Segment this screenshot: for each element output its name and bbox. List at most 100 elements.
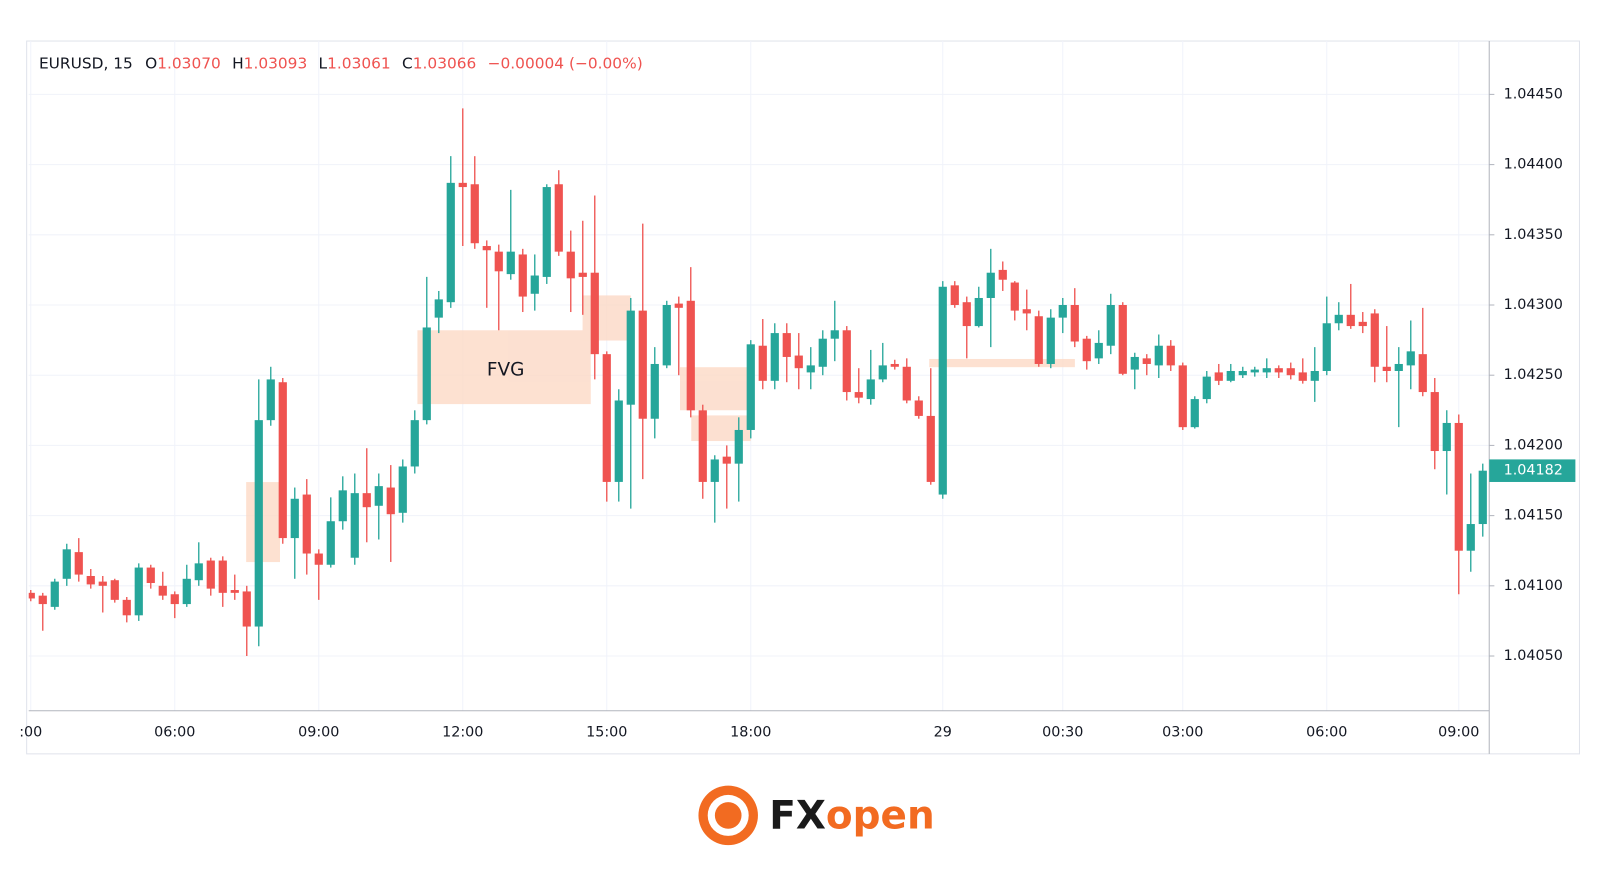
candle-body: [686, 300, 695, 411]
candle-body: [350, 493, 359, 558]
candle-body: [1310, 370, 1319, 381]
candle-body: [1370, 313, 1379, 367]
candle-body: [782, 333, 791, 357]
candle-body: [890, 363, 899, 367]
header-value: 1.03093: [244, 54, 308, 72]
candle-body: [1406, 351, 1415, 366]
candle-body: [410, 420, 419, 467]
candle-body: [1466, 524, 1475, 551]
candle-body: [758, 345, 767, 381]
x-tick-label: 09:00: [298, 724, 339, 740]
candle-body: [1046, 317, 1055, 364]
x-tick-label: 03:00: [1162, 724, 1203, 740]
candle-body: [1322, 323, 1331, 371]
candle-body: [722, 456, 731, 464]
header-key: H: [232, 54, 244, 72]
candle-body: [698, 410, 707, 482]
candle-body: [1106, 305, 1115, 346]
candle-body: [926, 415, 935, 482]
candle-body: [674, 303, 683, 308]
candle-body: [1010, 282, 1019, 311]
candle-body: [1430, 392, 1439, 452]
x-tick-label: 06:00: [154, 724, 195, 740]
candle-body: [38, 595, 47, 605]
candle-body: [914, 400, 923, 416]
candle-body: [158, 585, 167, 596]
header-text: EURUSD, 15: [39, 54, 133, 72]
candle-body: [362, 493, 371, 508]
candle-body: [1070, 305, 1079, 342]
candle-body: [1334, 314, 1343, 324]
candle-body: [1478, 470, 1487, 525]
candle-body: [1226, 370, 1235, 381]
candle-body: [938, 286, 947, 495]
candle-body: [1274, 368, 1283, 373]
candle-body: [566, 251, 575, 279]
logo-icon: [714, 802, 742, 829]
x-tick-label: 09:00: [1438, 724, 1479, 740]
candle-body: [1214, 372, 1223, 381]
zone: [417, 330, 591, 405]
candle-body: [1178, 365, 1187, 428]
candle-body: [98, 581, 107, 586]
candle-body: [974, 297, 983, 327]
candle-body: [986, 272, 995, 298]
candle-body: [530, 275, 539, 294]
candle-body: [950, 285, 959, 306]
candle-body: [290, 498, 299, 539]
candle-body: [470, 184, 479, 244]
y-tick-label: 1.04400: [1504, 157, 1563, 173]
candle-body: [626, 310, 635, 405]
candle-body: [278, 382, 287, 539]
candle-body: [662, 305, 671, 366]
candle-body: [218, 560, 227, 593]
candle-body: [494, 251, 503, 272]
zone: [929, 358, 1075, 368]
candle-body: [374, 486, 383, 506]
candle-body: [1286, 368, 1295, 376]
candle-body: [1142, 358, 1151, 364]
candle-body: [590, 272, 599, 355]
candle-body: [1418, 354, 1427, 393]
candle-body: [866, 379, 875, 400]
candle-body: [266, 379, 275, 421]
chart-frame: [26, 40, 1580, 755]
candle-body: [326, 521, 335, 565]
candle-body: [1190, 399, 1199, 428]
header-value: 1.03066: [413, 54, 477, 72]
candle-body: [1058, 305, 1067, 318]
candle-body: [302, 494, 311, 554]
candle-body: [194, 563, 203, 581]
candle-body: [842, 330, 851, 393]
candle-body: [818, 338, 827, 367]
candle-body: [638, 310, 647, 419]
candle-body: [542, 187, 551, 277]
candle-body: [1130, 356, 1139, 370]
zone: [582, 295, 631, 341]
candle-body: [962, 302, 971, 327]
y-tick-label: 1.04200: [1504, 437, 1563, 453]
header-value: 1.03061: [327, 54, 391, 72]
candle-body: [830, 330, 839, 339]
annotation: FVG: [487, 359, 525, 380]
last-price-label: 1.04182: [1504, 463, 1563, 479]
candle-body: [518, 254, 527, 297]
candle-body: [1202, 376, 1211, 400]
candle-body: [554, 184, 563, 252]
header-value: 1.03070: [157, 54, 221, 72]
candle-body: [1442, 422, 1451, 452]
x-tick-label: 06:00: [1306, 724, 1347, 740]
candle-body: [182, 578, 191, 605]
candle-body: [1358, 321, 1367, 327]
candle-body: [1346, 314, 1355, 327]
candle-body: [1118, 305, 1127, 374]
x-tick-label: :00: [19, 724, 42, 740]
candle-body: [1022, 309, 1031, 314]
candle-body: [1034, 316, 1043, 364]
last-price-box: [1489, 459, 1576, 482]
candle-body: [998, 269, 1007, 280]
candle-body: [734, 429, 743, 464]
header-key: L: [319, 54, 328, 72]
y-tick-label: 1.04050: [1504, 648, 1563, 664]
